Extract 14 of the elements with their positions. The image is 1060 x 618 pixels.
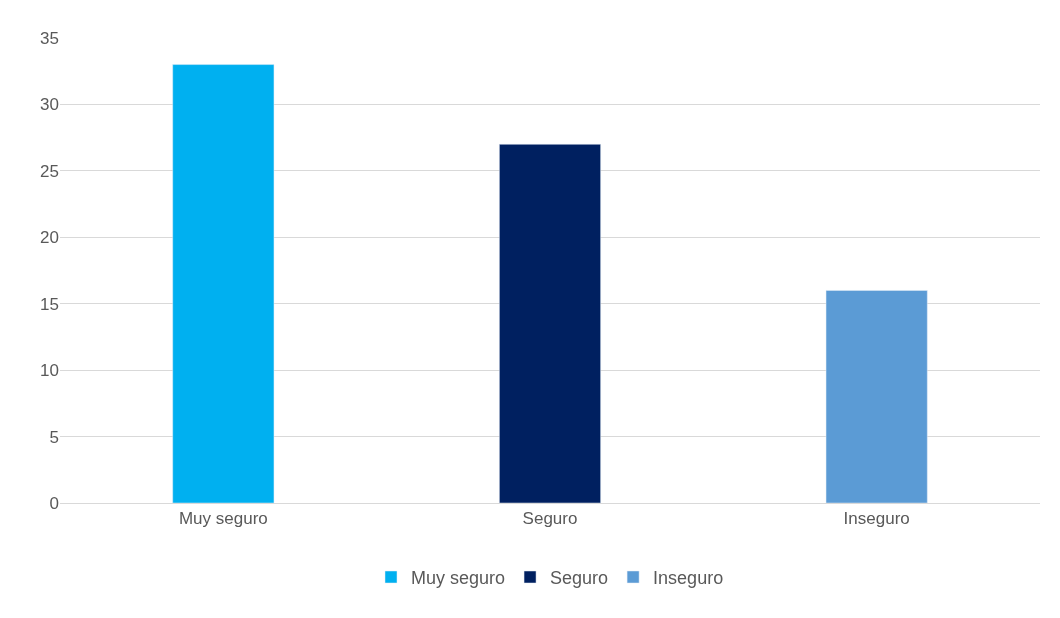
y-tick-label: 5 (49, 427, 59, 447)
legend-label: Muy seguro (411, 568, 506, 589)
y-tick-label: 30 (40, 95, 59, 115)
y-tick-label: 20 (40, 228, 59, 248)
y-tick-label: 15 (40, 294, 59, 314)
legend-label: Inseguro (653, 568, 724, 589)
x-tick-label: Muy seguro (178, 509, 268, 529)
y-tick-label: 10 (40, 361, 59, 381)
legend-label: Seguro (550, 568, 609, 589)
y-tick-label: 35 (40, 28, 59, 48)
y-tick-label: 25 (40, 161, 59, 181)
x-tick-label: Inseguro (843, 509, 910, 529)
y-tick-label: 0 (49, 493, 59, 513)
x-tick-label: Seguro (522, 509, 578, 529)
